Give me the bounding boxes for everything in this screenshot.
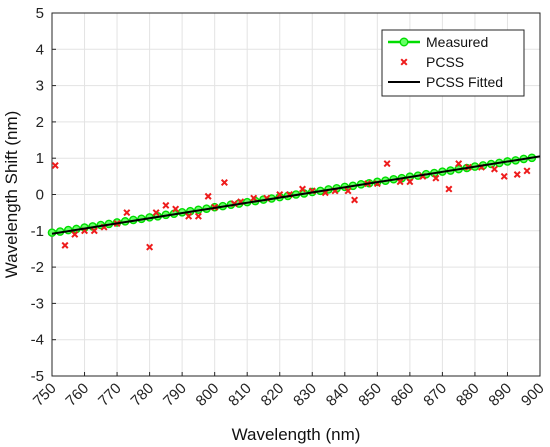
y-tick-label: 0 — [36, 187, 44, 204]
pcss-point — [162, 201, 170, 209]
pcss-point — [396, 178, 404, 186]
pcss-point — [90, 227, 98, 235]
pcss-point — [351, 196, 359, 204]
y-tick-label: 3 — [36, 78, 44, 95]
pcss-point — [172, 205, 180, 213]
legend-item: PCSS Fitted — [388, 74, 503, 90]
y-tick-label: -2 — [31, 259, 44, 276]
pcss-point — [383, 160, 391, 168]
y-tick-label: 4 — [36, 41, 44, 58]
pcss-point — [445, 185, 453, 193]
legend: Measured PCSS PCSS Fitted — [381, 29, 525, 97]
pcss-point — [298, 185, 307, 193]
legend-item: Measured — [388, 34, 488, 50]
x-axis-label: Wavelength (nm) — [232, 425, 361, 444]
legend-marker — [400, 58, 408, 66]
y-tick-label: 5 — [36, 5, 44, 22]
pcss-point — [500, 172, 508, 180]
y-tick-label: 2 — [36, 114, 44, 131]
series — [47, 153, 541, 251]
pcss-point — [432, 174, 440, 182]
pcss-point — [455, 160, 463, 168]
pcss-point — [194, 212, 202, 220]
pcss-fitted-line — [51, 155, 541, 235]
legend-label: Measured — [426, 34, 488, 50]
y-tick-label: 1 — [36, 150, 44, 167]
series-pcss — [51, 160, 531, 251]
pcss-point — [523, 167, 531, 175]
pcss-point — [406, 178, 414, 186]
legend-label: PCSS Fitted — [426, 74, 503, 90]
y-tick-label: -5 — [31, 368, 44, 385]
pcss-point — [204, 192, 212, 200]
pcss-point — [146, 243, 154, 251]
pcss-point — [51, 161, 59, 169]
y-tick-label: -1 — [31, 223, 44, 240]
legend-label: PCSS — [426, 54, 464, 70]
pcss-point — [152, 209, 160, 217]
y-axis-label: Wavelength Shift (nm) — [2, 111, 21, 279]
pcss-point — [123, 209, 131, 217]
legend-marker — [399, 37, 409, 47]
pcss-point — [71, 230, 79, 238]
pcss-point — [490, 165, 498, 173]
pcss-point — [250, 194, 258, 202]
pcss-point — [513, 171, 521, 179]
legend-item: PCSS — [400, 54, 464, 70]
y-tick-label: -3 — [31, 295, 44, 312]
series-pcss-fitted — [51, 155, 541, 235]
pcss-point — [220, 179, 228, 187]
pcss-point — [344, 187, 352, 195]
y-tick-label: -4 — [31, 332, 44, 349]
pcss-point — [61, 241, 69, 249]
pcss-point — [185, 212, 193, 220]
